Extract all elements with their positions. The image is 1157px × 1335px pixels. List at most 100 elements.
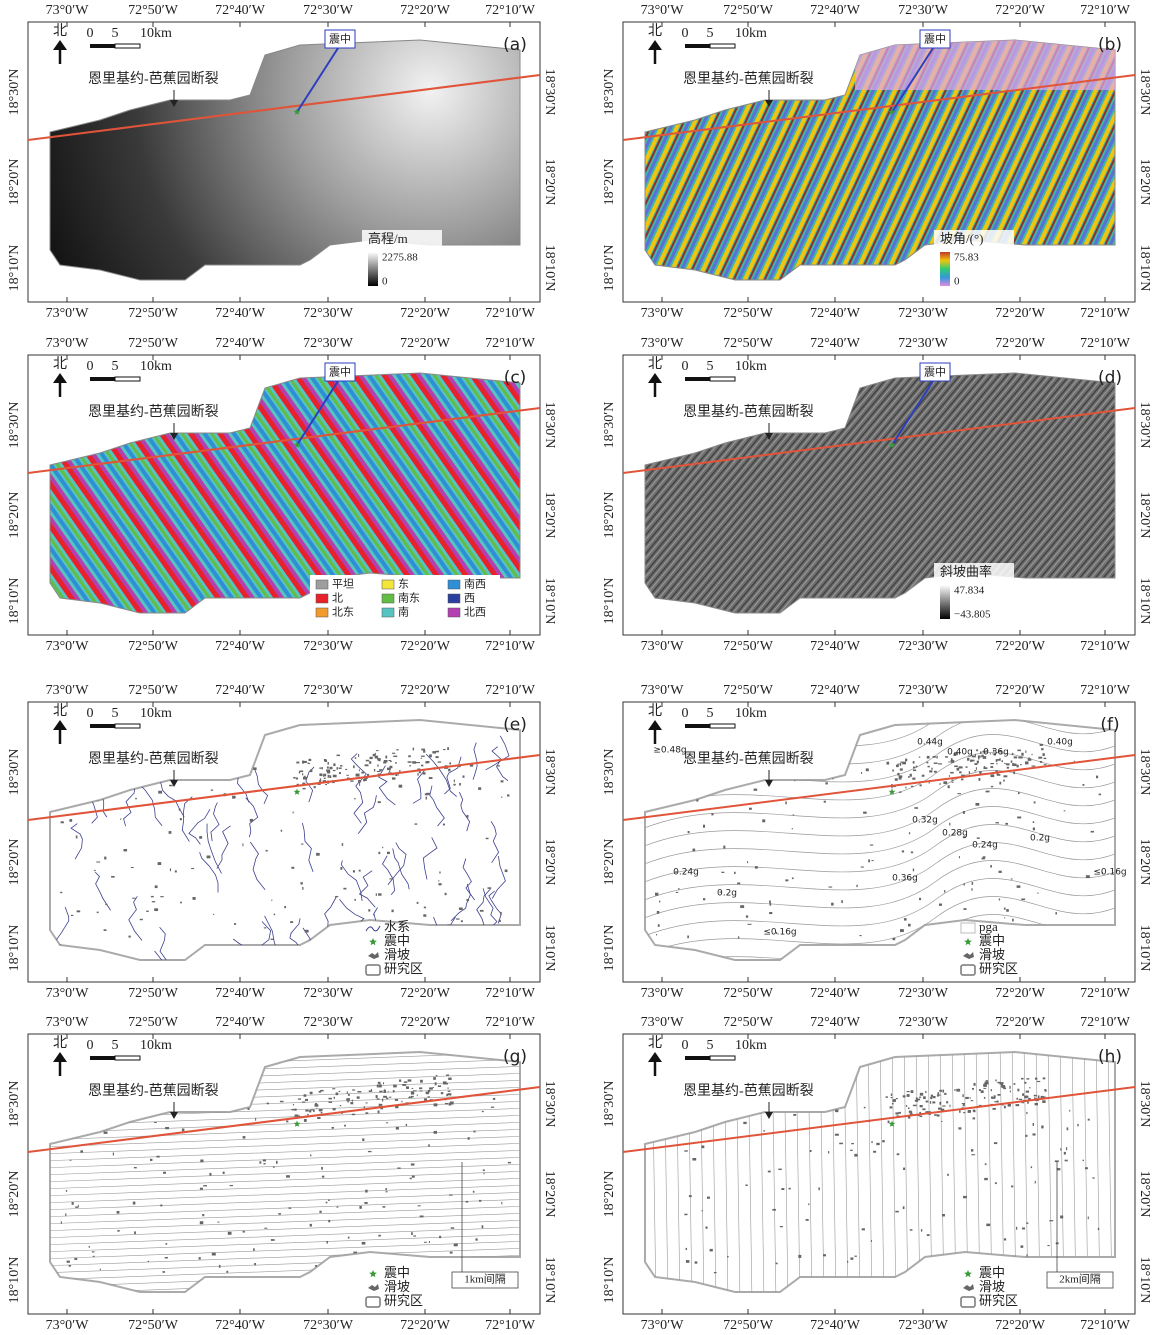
landslide xyxy=(1064,1159,1068,1162)
landslide xyxy=(912,868,915,872)
landslide xyxy=(326,769,331,772)
landslide xyxy=(1025,1134,1028,1137)
river xyxy=(245,797,259,838)
landslide xyxy=(295,777,299,780)
pga-contour xyxy=(645,824,1115,887)
landslide xyxy=(923,1096,926,1100)
landslide xyxy=(253,1248,255,1251)
legend-bg xyxy=(310,575,500,623)
landslide xyxy=(973,1083,976,1086)
landslide xyxy=(913,769,917,772)
legend-symbol xyxy=(368,1284,379,1291)
landslide xyxy=(769,912,773,915)
landslide xyxy=(378,1103,381,1107)
landslide xyxy=(451,926,454,929)
scale-bar xyxy=(709,43,736,49)
landslide xyxy=(69,819,73,822)
landslide xyxy=(75,779,77,782)
legend-title: 坡角/(°) xyxy=(940,231,983,246)
lon-label: 72°50′W xyxy=(723,336,774,351)
landslide xyxy=(1031,765,1036,767)
landslide xyxy=(908,1110,912,1113)
landslide xyxy=(332,769,336,772)
legend-label: 滑坡 xyxy=(979,947,1005,962)
landslide xyxy=(326,1240,328,1244)
landslide xyxy=(965,1096,969,1100)
landslide xyxy=(420,1079,423,1083)
landslide xyxy=(942,1214,945,1217)
landslide xyxy=(772,1208,776,1211)
legend-swatch xyxy=(315,593,329,604)
lon-label: 73°0′W xyxy=(46,306,90,321)
river xyxy=(476,888,491,930)
landslide xyxy=(927,765,930,768)
landslide xyxy=(1040,1095,1044,1099)
landslide xyxy=(347,1101,350,1103)
landslide xyxy=(912,1104,917,1107)
landslide xyxy=(390,760,392,763)
landslide xyxy=(1032,821,1035,824)
legend-label: pga xyxy=(979,919,998,934)
landslide xyxy=(983,1083,987,1087)
contour-label: ≤0.16g xyxy=(1093,868,1126,878)
landslide xyxy=(905,758,908,762)
landslide xyxy=(675,891,679,894)
landslide xyxy=(319,778,322,781)
map-frame xyxy=(27,354,541,636)
landslide xyxy=(341,843,344,846)
interval-box xyxy=(1046,1271,1114,1289)
landslide xyxy=(263,1163,266,1165)
landslide xyxy=(905,786,907,789)
landslide xyxy=(368,909,371,912)
landslide xyxy=(383,1090,387,1093)
landslide xyxy=(361,1241,366,1245)
landslide xyxy=(160,896,164,898)
landslide xyxy=(154,885,158,889)
landslide xyxy=(1030,1166,1033,1169)
landslide xyxy=(351,1113,356,1116)
landslide xyxy=(132,1201,136,1205)
landslide xyxy=(1032,1123,1034,1126)
landslide xyxy=(354,757,357,759)
landslide xyxy=(1034,1097,1036,1099)
landslide xyxy=(425,796,427,800)
landslide xyxy=(487,887,492,889)
landslide xyxy=(156,1155,160,1158)
scale-bar xyxy=(114,723,141,729)
north-arrowhead xyxy=(53,1052,67,1062)
landslide xyxy=(962,836,966,839)
landslide xyxy=(447,1090,451,1092)
landslide xyxy=(891,786,893,789)
landslide xyxy=(919,897,922,901)
landslide xyxy=(1025,761,1029,765)
landslide xyxy=(1054,1160,1059,1163)
epicenter-box xyxy=(919,362,951,382)
landslide xyxy=(859,935,862,937)
legend-max: 2275.88 xyxy=(382,252,418,264)
landslide xyxy=(297,1098,302,1100)
landslide xyxy=(300,882,303,885)
landslide xyxy=(666,766,669,770)
landslide xyxy=(930,1096,933,1100)
landslide xyxy=(369,761,372,764)
landslide xyxy=(828,1151,830,1154)
landslide xyxy=(88,1246,90,1248)
landslide xyxy=(985,1080,988,1082)
landslide xyxy=(319,773,323,777)
landslide xyxy=(111,876,115,878)
landslide xyxy=(247,1107,250,1110)
north-arrowhead xyxy=(53,40,67,50)
landslide xyxy=(60,821,64,824)
lon-label: 72°10′W xyxy=(485,3,536,18)
landslide xyxy=(925,1111,928,1114)
lat-label: 18°10′N xyxy=(542,245,557,292)
legend-ramp xyxy=(940,252,950,286)
lon-label: 72°30′W xyxy=(898,1318,949,1333)
landslide xyxy=(959,1269,963,1272)
landslide xyxy=(444,1082,449,1085)
landslide xyxy=(1012,918,1014,922)
panel-label: (b) xyxy=(1098,35,1122,55)
landslide xyxy=(941,1120,943,1122)
landslide xyxy=(96,861,101,863)
landslide xyxy=(255,1117,257,1121)
